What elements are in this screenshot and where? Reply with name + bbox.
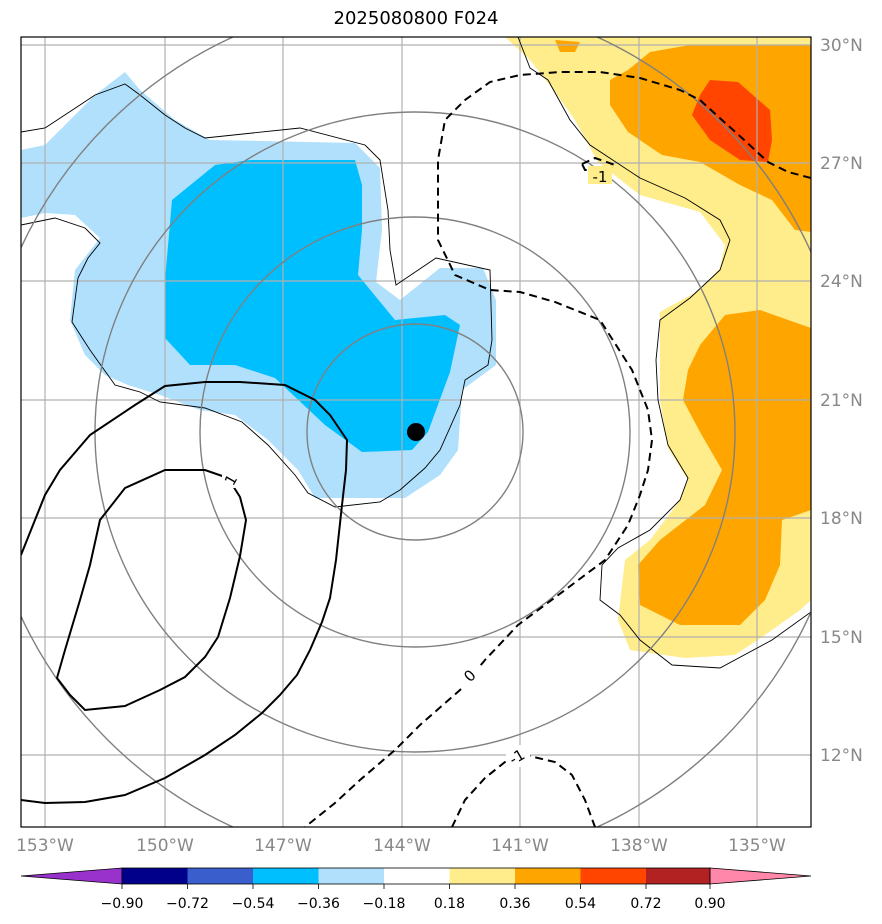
colorbar-label: −0.18 [363, 896, 406, 912]
lon-tick-label: 144°W [373, 836, 431, 856]
lat-tick-label: 30°N [820, 36, 863, 56]
lat-tick-label: 27°N [820, 154, 863, 174]
lon-tick-label: 138°W [610, 836, 668, 856]
colorbar-segment [449, 868, 515, 884]
colorbar: −0.90 −0.72 −0.54 −0.36 −0.18 0.18 0.36 … [20, 867, 812, 912]
colorbar-label: −0.36 [297, 896, 340, 912]
graticule [21, 37, 811, 827]
storm-center-marker [407, 423, 425, 441]
colorbar-segment [515, 868, 581, 884]
colorbar-label: 0.90 [694, 896, 725, 912]
colorbar-extend-max [709, 867, 812, 885]
lat-tick-label: 15°N [820, 628, 863, 648]
map-title: 2025080800 F024 [333, 8, 499, 29]
fill-orange-north [555, 40, 580, 52]
lon-tick-label: 150°W [136, 836, 194, 856]
colorbar-segment [122, 868, 188, 884]
colorbar-segment [580, 868, 646, 884]
colorbar-segment [384, 868, 450, 884]
lat-tick-labels: 30°N 27°N 24°N 21°N 18°N 15°N 12°N [820, 36, 863, 766]
colorbar-label: −0.72 [166, 896, 209, 912]
lat-tick-label: 18°N [820, 509, 863, 529]
lon-tick-label: 147°W [254, 836, 312, 856]
colorbar-segment [646, 868, 710, 884]
lon-tick-label: 135°W [728, 836, 786, 856]
colorbar-label: 0.36 [499, 896, 530, 912]
lat-tick-label: 24°N [820, 272, 863, 292]
fill-orange-red [692, 80, 772, 162]
fill-orange-east [638, 310, 811, 625]
contour-label-group: 1 -1 0 -1 [221, 166, 612, 769]
colorbar-label: 0.54 [565, 896, 596, 912]
map-area: 1 -1 0 -1 [21, 37, 811, 827]
colorbar-extend-min [20, 867, 123, 885]
map-frame [20, 36, 812, 828]
colorbar-label: −0.54 [232, 896, 275, 912]
lon-tick-label: 141°W [491, 836, 549, 856]
colorbar-label: 0.72 [630, 896, 661, 912]
fill-deep-sky-blue [165, 160, 460, 452]
lat-tick-label: 12°N [820, 746, 863, 766]
lat-tick-label: 21°N [820, 391, 863, 411]
colorbar-label: −0.90 [101, 896, 144, 912]
colorbar-segment [318, 868, 384, 884]
colorbar-label: 0.18 [434, 896, 465, 912]
outline-contour [21, 37, 811, 669]
contour-label-neg1-upper: -1 [593, 168, 608, 186]
colorbar-segment [253, 868, 319, 884]
colorbar-segment [187, 868, 253, 884]
lon-tick-label: 153°W [16, 836, 74, 856]
solid-contours [21, 381, 349, 805]
lon-tick-labels: 153°W 150°W 147°W 144°W 141°W 138°W 135°… [16, 836, 786, 856]
